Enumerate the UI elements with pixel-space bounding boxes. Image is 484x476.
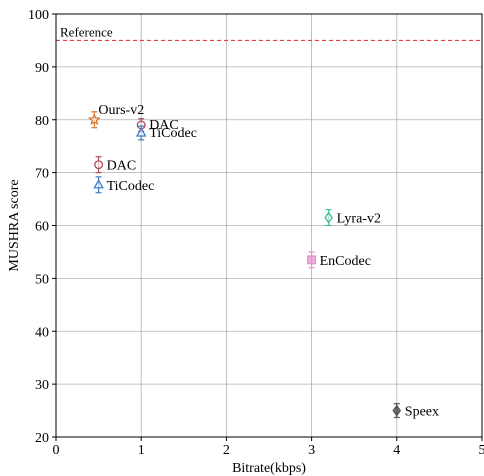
reference-label: Reference <box>60 24 113 39</box>
data-point: TiCodec <box>93 176 155 194</box>
point-label: DAC <box>149 118 179 133</box>
y-tick-label: 50 <box>35 272 49 287</box>
x-tick-label: 5 <box>479 443 484 458</box>
triangle-marker <box>93 178 104 189</box>
y-tick-label: 100 <box>28 8 49 23</box>
reference-group: Reference <box>56 24 482 42</box>
star-marker <box>87 113 101 126</box>
y-tick-label: 30 <box>35 378 49 393</box>
point-label: Lyra-v2 <box>337 212 381 227</box>
data-point: TiCodec <box>135 125 197 141</box>
data-point: Ours-v2 <box>87 103 144 129</box>
data-point: DAC <box>94 156 137 174</box>
data-point: EnCodec <box>307 251 371 269</box>
y-tick-label: 40 <box>35 325 49 340</box>
y-axis-title: MUSHRA score <box>7 179 22 271</box>
point-label: TiCodec <box>107 179 155 194</box>
circle-marker <box>94 160 104 170</box>
x-axis-title: Bitrate(kbps) <box>232 461 306 476</box>
point-label: TiCodec <box>149 126 197 141</box>
grid-lines <box>55 13 483 438</box>
x-tick-label: 3 <box>308 443 315 458</box>
diamond-marker <box>324 211 333 224</box>
y-tick-label: 80 <box>35 114 49 129</box>
x-tick-label: 4 <box>393 443 400 458</box>
point-label: Ours-v2 <box>98 103 144 118</box>
x-tick-label: 1 <box>138 443 145 458</box>
data-points: Ours-v2DACTiCodecDACTiCodecLyra-v2EnCode… <box>87 103 439 420</box>
data-point: Speex <box>392 403 439 420</box>
x-tick-label: 0 <box>53 443 60 458</box>
point-label: Speex <box>405 405 439 420</box>
y-tick-label: 70 <box>35 167 49 182</box>
y-tick-label: 20 <box>35 431 49 446</box>
point-label: DAC <box>107 159 137 174</box>
y-tick-label: 90 <box>35 61 49 76</box>
y-tick-label: 60 <box>35 220 49 235</box>
diamond-marker <box>392 404 402 417</box>
triangle-marker <box>135 127 147 137</box>
x-tick-label: 2 <box>223 443 230 458</box>
square-marker <box>307 255 317 265</box>
point-label: EnCodec <box>320 254 371 269</box>
data-point: Lyra-v2 <box>324 209 381 227</box>
axis-ticks: 0 1 2 3 4 5 20 30 40 50 60 70 80 90 100 <box>28 8 484 458</box>
